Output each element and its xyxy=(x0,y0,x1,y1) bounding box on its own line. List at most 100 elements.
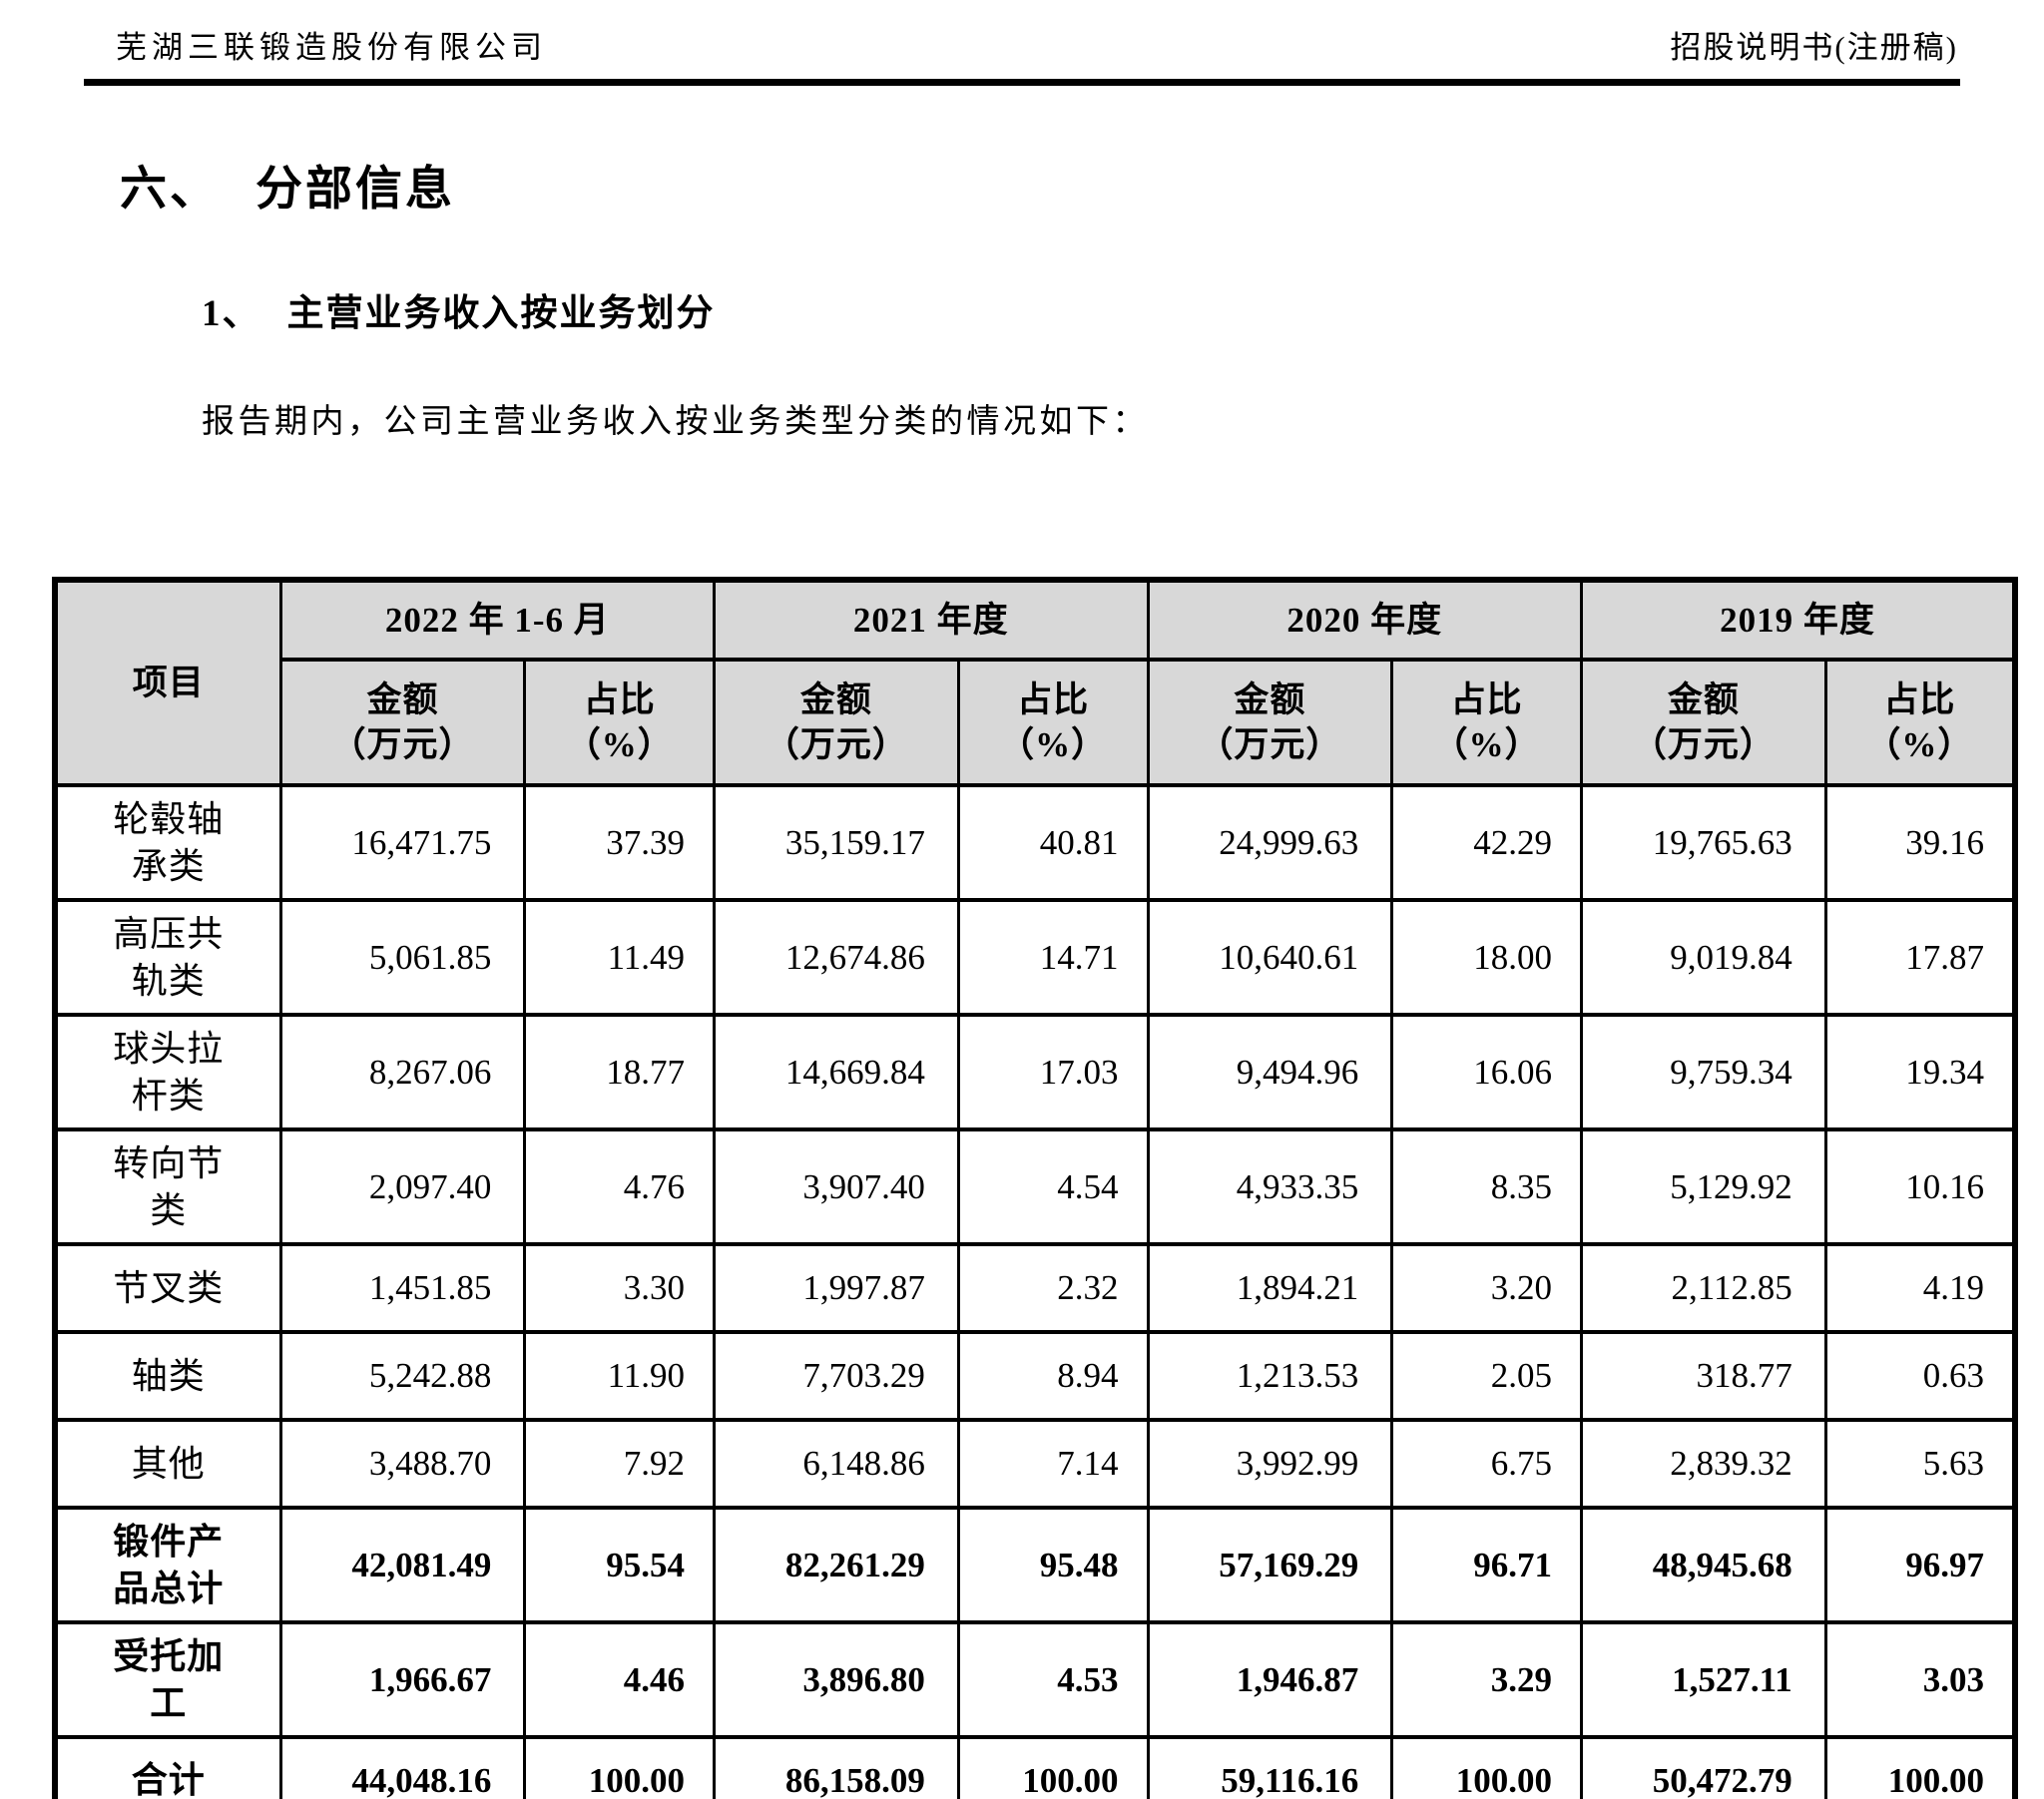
amount-cell: 57,169.29 xyxy=(1146,1506,1394,1624)
row-label: 高压共 轨类 xyxy=(53,898,282,1017)
amount-cell: 12,674.86 xyxy=(713,898,960,1017)
ratio-cell: 100.00 xyxy=(1823,1735,2017,1799)
amount-cell: 9,759.34 xyxy=(1579,1013,1827,1131)
ratio-cell: 17.87 xyxy=(1823,898,2017,1017)
amount-cell: 2,839.32 xyxy=(1579,1418,1827,1510)
period-header-2022: 2022 年 1-6 月 xyxy=(278,578,717,662)
amount-cell: 3,907.40 xyxy=(713,1127,960,1246)
subsection-number: 1、 xyxy=(202,293,261,334)
ratio-cell: 11.49 xyxy=(523,898,717,1017)
ratio-cell: 100.00 xyxy=(1390,1735,1583,1799)
period-header-2019: 2019 年度 xyxy=(1579,578,2017,662)
ratio-cell: 37.39 xyxy=(523,783,717,902)
ratio-cell: 3.03 xyxy=(1823,1620,2017,1739)
amount-cell: 10,640.61 xyxy=(1146,898,1394,1017)
ratio-cell: 8.35 xyxy=(1390,1127,1583,1246)
ratio-cell: 4.53 xyxy=(956,1620,1150,1739)
ratio-cell: 16.06 xyxy=(1390,1013,1583,1131)
amount-cell: 1,894.21 xyxy=(1146,1242,1394,1334)
ratio-cell: 2.05 xyxy=(1390,1330,1583,1422)
ratio-cell: 42.29 xyxy=(1390,783,1583,902)
subsection-text: 主营业务收入按业务划分 xyxy=(286,293,716,334)
table-row: 节叉类 1,451.85 3.30 1,997.87 2.32 1,894.21 3.20 2… xyxy=(53,1242,2017,1334)
table-row: 受托加 工 1,966.67 4.46 3,896.80 4.53 1,946.87 3.2… xyxy=(53,1620,2017,1739)
ratio-cell: 96.71 xyxy=(1390,1506,1583,1624)
ratio-cell: 100.00 xyxy=(523,1735,717,1799)
amount-cell: 8,267.06 xyxy=(278,1013,527,1131)
ratio-cell: 10.16 xyxy=(1823,1127,2017,1246)
ratio-cell: 14.71 xyxy=(956,898,1150,1017)
row-label: 锻件产 品总计 xyxy=(53,1506,282,1624)
amount-cell: 7,703.29 xyxy=(713,1330,960,1422)
table-row: 轮毂轴 承类 16,471.75 37.39 35,159.17 40.81 24,999… xyxy=(53,783,2017,902)
ratio-cell: 100.00 xyxy=(956,1735,1150,1799)
amount-header: 金额 （万元） xyxy=(713,658,960,787)
ratio-cell: 19.34 xyxy=(1823,1013,2017,1131)
period-header-2021: 2021 年度 xyxy=(713,578,1150,662)
amount-cell: 1,527.11 xyxy=(1579,1620,1827,1739)
ratio-header: 占比 （%） xyxy=(1823,658,2017,787)
ratio-header: 占比 （%） xyxy=(1390,658,1583,787)
section-title: 六、 分部信息 xyxy=(120,150,2044,219)
amount-cell: 9,494.96 xyxy=(1146,1013,1394,1131)
ratio-cell: 2.32 xyxy=(956,1242,1150,1334)
row-label: 轮毂轴 承类 xyxy=(53,783,282,902)
section-text: 分部信息 xyxy=(256,164,455,216)
document-type: 招股说明书(注册稿) xyxy=(1670,30,1958,65)
amount-cell: 1,213.53 xyxy=(1146,1330,1394,1422)
amount-cell: 82,261.29 xyxy=(713,1506,960,1624)
table-row: 锻件产 品总计 42,081.49 95.54 82,261.29 95.48 57,16… xyxy=(53,1506,2017,1624)
row-label: 合计 xyxy=(53,1735,282,1799)
amount-cell: 9,019.84 xyxy=(1579,898,1827,1017)
table-row: 高压共 轨类 5,061.85 11.49 12,674.86 14.71 10,640.… xyxy=(53,898,2017,1017)
amount-cell: 24,999.63 xyxy=(1146,783,1394,902)
section-number: 六、 xyxy=(120,164,220,216)
ratio-cell: 0.63 xyxy=(1823,1330,2017,1422)
header-row-periods: 项目 2022 年 1-6 月 2021 年度 2020 年度 2019 年度 xyxy=(53,578,2017,787)
ratio-cell: 96.97 xyxy=(1823,1506,2017,1624)
ratio-cell: 17.03 xyxy=(956,1013,1150,1131)
table-row: 轴类 5,242.88 11.90 7,703.29 8.94 1,213.53 2.05 3… xyxy=(53,1330,2017,1422)
ratio-cell: 3.29 xyxy=(1390,1620,1583,1739)
ratio-cell: 40.81 xyxy=(956,783,1150,902)
amount-cell: 3,896.80 xyxy=(713,1620,960,1739)
amount-header: 金额 （万元） xyxy=(1579,658,1827,787)
amount-cell: 48,945.68 xyxy=(1579,1506,1827,1624)
ratio-cell: 4.76 xyxy=(523,1127,717,1246)
header-row-metrics: 金额 （万元） 占比 （%） 金额 （万元） 占比 （%） 金额 （万元） 占比… xyxy=(55,658,2017,787)
amount-cell: 4,933.35 xyxy=(1146,1127,1394,1246)
amount-cell: 14,669.84 xyxy=(713,1013,960,1131)
amount-cell: 1,997.87 xyxy=(713,1242,960,1334)
ratio-cell: 4.19 xyxy=(1823,1242,2017,1334)
row-label: 转向节 类 xyxy=(53,1127,282,1246)
period-header-2020: 2020 年度 xyxy=(1146,578,1583,662)
amount-cell: 2,097.40 xyxy=(278,1127,527,1246)
table-row: 转向节 类 2,097.40 4.76 3,907.40 4.54 4,933.35 8.3… xyxy=(53,1127,2017,1246)
ratio-cell: 18.00 xyxy=(1390,898,1583,1017)
header-rule xyxy=(84,79,1960,86)
ratio-cell: 11.90 xyxy=(523,1330,717,1422)
ratio-header: 占比 （%） xyxy=(523,658,717,787)
row-label: 球头拉 杆类 xyxy=(53,1013,282,1131)
subsection-title: 1、 主营业务收入按业务划分 xyxy=(202,282,2044,336)
ratio-cell: 95.48 xyxy=(956,1506,1150,1624)
ratio-cell: 3.20 xyxy=(1390,1242,1583,1334)
amount-header: 金额 （万元） xyxy=(1146,658,1394,787)
page-header: 芜湖三联锻造股份有限公司 招股说明书(注册稿) xyxy=(0,0,2044,67)
row-label: 节叉类 xyxy=(53,1242,282,1334)
ratio-cell: 4.54 xyxy=(956,1127,1150,1246)
segment-revenue-table: 项目 2022 年 1-6 月 2021 年度 2020 年度 2019 年度 … xyxy=(52,577,2018,1799)
amount-cell: 6,148.86 xyxy=(713,1418,960,1510)
company-name: 芜湖三联锻造股份有限公司 xyxy=(116,30,547,65)
ratio-cell: 3.30 xyxy=(523,1242,717,1334)
amount-cell: 5,129.92 xyxy=(1579,1127,1827,1246)
ratio-cell: 4.46 xyxy=(523,1620,717,1739)
amount-cell: 3,992.99 xyxy=(1146,1418,1394,1510)
amount-cell: 35,159.17 xyxy=(713,783,960,902)
table-body: 轮毂轴 承类 16,471.75 37.39 35,159.17 40.81 24,999… xyxy=(53,783,2017,1799)
amount-cell: 2,112.85 xyxy=(1579,1242,1827,1334)
amount-cell: 1,451.85 xyxy=(278,1242,527,1334)
ratio-cell: 6.75 xyxy=(1390,1418,1583,1510)
amount-cell: 16,471.75 xyxy=(278,783,527,902)
